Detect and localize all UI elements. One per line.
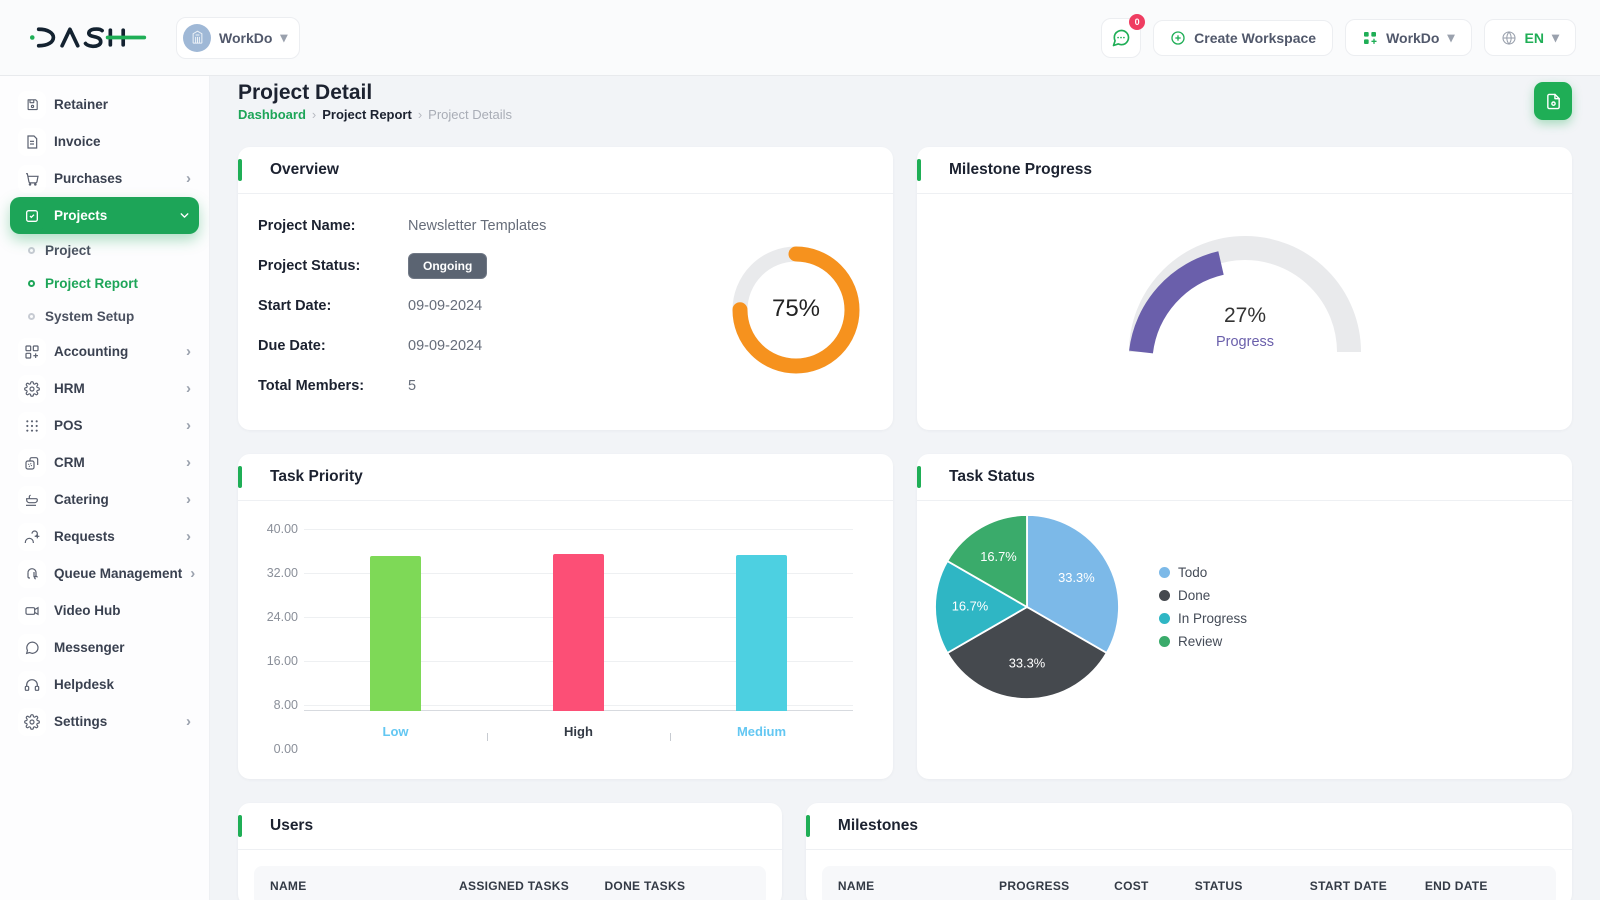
svg-text:27%: 27% [1223, 304, 1265, 327]
svg-text:16.7%: 16.7% [952, 599, 989, 614]
svg-text:Progress: Progress [1215, 334, 1273, 350]
svg-text:33.3%: 33.3% [1009, 656, 1046, 671]
svg-text:75%: 75% [772, 295, 820, 322]
svg-text:16.7%: 16.7% [980, 549, 1017, 564]
svg-text:33.3%: 33.3% [1058, 570, 1095, 585]
